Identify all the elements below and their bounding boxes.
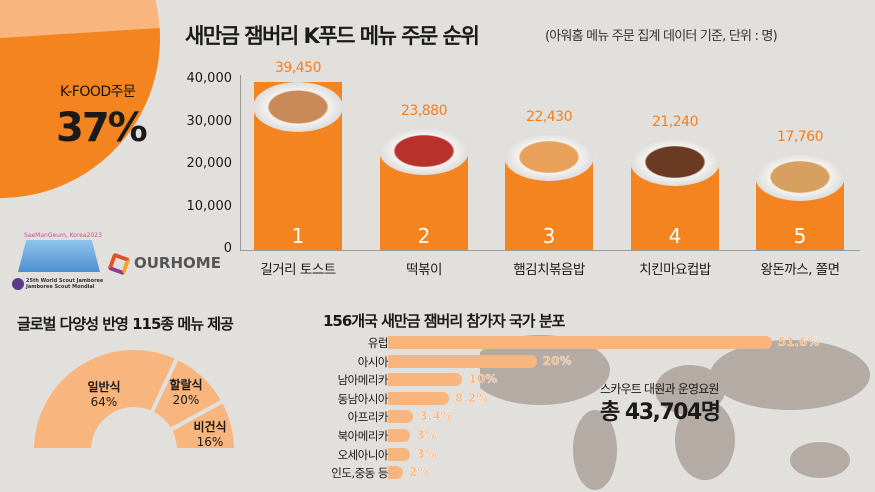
country-bar xyxy=(388,447,411,461)
rank-label: 2 xyxy=(417,224,431,248)
rank-label: 3 xyxy=(542,224,556,248)
menu-type-donut xyxy=(29,346,239,452)
country-value: 3% xyxy=(416,446,437,461)
world-map xyxy=(480,335,870,490)
kfood-pie-wedge xyxy=(0,27,160,198)
food-image-1 xyxy=(253,82,343,133)
country-label: 아시아 xyxy=(357,354,389,369)
donut-label-halal: 할랄식 20% xyxy=(169,378,203,407)
page-title: 새만금 잼버리 K푸드 메뉴 주문 순위 xyxy=(185,24,480,48)
rank-label: 4 xyxy=(668,224,682,248)
country-label: 유럽 xyxy=(367,336,389,350)
y-tick-label: 40,000 xyxy=(186,71,233,86)
food-image-3 xyxy=(504,132,594,181)
y-tick-label: 0 xyxy=(223,241,232,256)
donut-slice-0 xyxy=(29,346,181,452)
country-bar xyxy=(388,410,414,424)
country-bar xyxy=(388,429,411,442)
value-label: 21,240 xyxy=(652,113,699,130)
kfood-percent: 37% xyxy=(56,105,148,151)
tent-icon xyxy=(18,240,100,272)
country-value: 51.6% xyxy=(777,335,820,349)
country-bar xyxy=(388,373,463,387)
donut-label-general: 일반식 64% xyxy=(87,380,121,409)
country-label: 아프리카 xyxy=(347,410,389,425)
kfood-label: K-FOOD주문 xyxy=(60,84,136,100)
rank-label: 1 xyxy=(291,224,305,248)
scout-emblem-icon xyxy=(12,278,24,290)
country-label: 북아메리카 xyxy=(337,429,389,443)
value-label: 22,430 xyxy=(526,108,573,125)
x-tick-label: 떡볶이 xyxy=(406,262,442,278)
kfood-pie xyxy=(0,0,160,198)
total-value: 총 43,704명 xyxy=(600,400,721,425)
country-value: 8.2% xyxy=(455,390,489,405)
ourhome-logo: OURHOME xyxy=(134,254,221,272)
donut-label-vegan: 비건식 16% xyxy=(193,420,227,449)
value-label: 39,450 xyxy=(275,60,322,77)
jamboree-logo: SaeManGeum, Korea2023 25th World Scout J… xyxy=(12,232,104,296)
total-label: 스카우트 대원과 운영요원 xyxy=(600,382,719,396)
y-tick-label: 10,000 xyxy=(186,198,233,214)
food-image-4 xyxy=(630,137,720,186)
country-label: 동남아시아 xyxy=(337,391,389,406)
page-subtitle: (아워홈 메뉴 주문 집계 데이터 기준, 단위 : 명) xyxy=(545,29,778,44)
country-bar xyxy=(388,466,403,480)
donut-slice-2 xyxy=(167,398,239,452)
x-tick-label: 햄김치볶음밥 xyxy=(513,262,585,278)
rank-label: 5 xyxy=(793,224,807,248)
country-label: 오세아니아 xyxy=(337,447,389,462)
y-tick-label: 30,000 xyxy=(186,113,233,129)
country-value: 3.4% xyxy=(419,409,453,424)
y-axis-line xyxy=(240,75,241,251)
x-tick-label: 왕돈까스, 쫄면 xyxy=(760,262,840,278)
country-bar xyxy=(388,354,537,368)
country-bar xyxy=(388,391,449,405)
country-bar xyxy=(388,336,772,349)
food-image-5 xyxy=(755,152,845,201)
country-label: 인도,중동 등 xyxy=(331,466,388,481)
country-label: 남아메리카 xyxy=(337,373,389,388)
jamboree-logo-text: SaeManGeum, Korea2023 xyxy=(24,232,102,239)
x-tick-label: 길거리 토스트 xyxy=(260,262,336,278)
ourhome-logo-icon xyxy=(107,252,131,276)
country-value: 20% xyxy=(542,353,572,368)
country-value: 10% xyxy=(468,372,498,387)
x-tick-label: 치킨마요컵밥 xyxy=(639,262,711,278)
country-distribution-title: 156개국 새만금 잼버리 참가자 국가 분포 xyxy=(323,312,565,330)
country-value: 2% xyxy=(408,465,430,480)
jamboree-logo-caption: 25th World Scout Jamboree Jamboree Scout … xyxy=(26,278,104,290)
x-axis-line xyxy=(240,250,860,251)
value-label: 17,760 xyxy=(777,128,824,145)
menu-diversity-title: 글로벌 다양성 반영 115종 메뉴 제공 xyxy=(17,315,234,333)
value-label: 23,880 xyxy=(401,102,448,119)
country-value: 3% xyxy=(416,428,437,442)
y-tick-label: 20,000 xyxy=(186,156,233,171)
food-image-2 xyxy=(379,126,469,175)
